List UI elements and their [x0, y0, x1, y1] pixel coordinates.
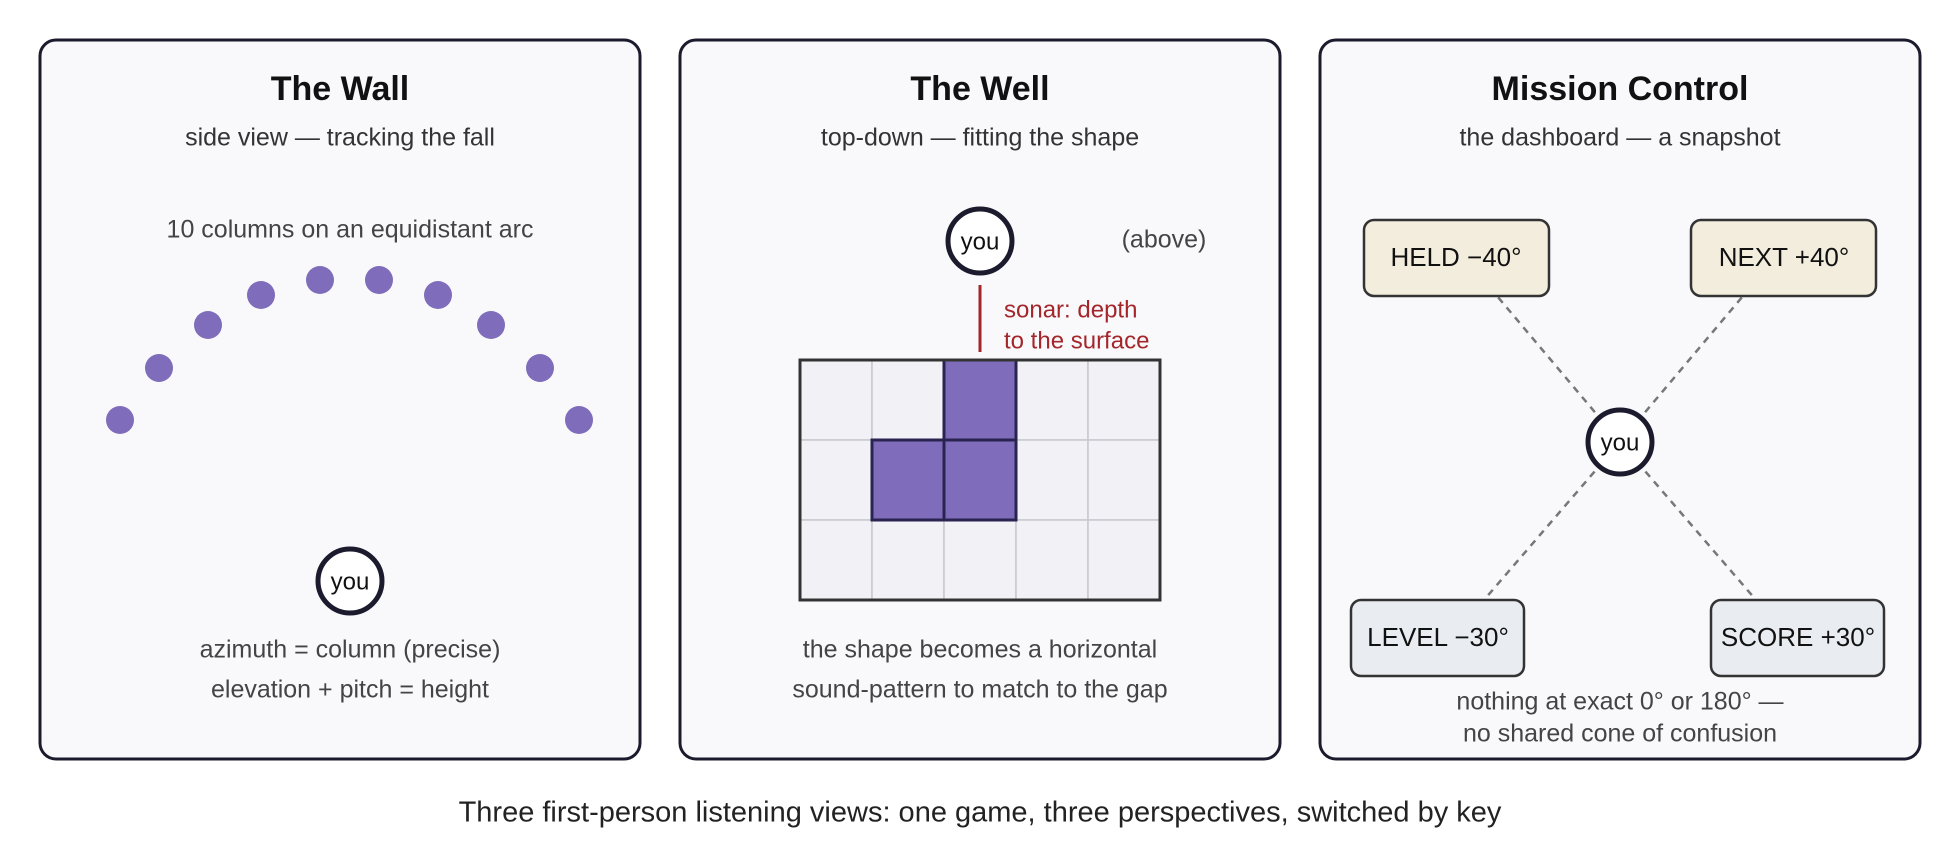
dot — [247, 281, 275, 309]
shape-cell — [942, 438, 1018, 522]
description: azimuth = column (precise) — [200, 636, 501, 664]
panel-title: The Well — [910, 70, 1049, 108]
box-label: HELD −40° — [1390, 242, 1521, 272]
grid-cell — [871, 519, 945, 601]
grid-cell — [799, 519, 873, 601]
above-label: (above) — [1122, 226, 1207, 254]
dot — [145, 354, 173, 382]
note: 10 columns on an equidistant arc — [167, 216, 534, 244]
shape-cell — [870, 438, 946, 522]
held-box — [1362, 218, 1551, 298]
panel-subtitle: the dashboard — a snapshot — [1459, 124, 1780, 152]
grid-cell — [1015, 439, 1089, 521]
dot — [477, 311, 505, 339]
score-box — [1709, 598, 1886, 678]
dot — [194, 311, 222, 339]
description: sound-pattern to match to the gap — [792, 676, 1167, 704]
grid-cell — [1087, 359, 1161, 441]
sonar-label: sonar: depth — [1004, 296, 1137, 323]
description: nothing at exact 0° or 180° — — [1456, 688, 1783, 716]
panel-title: Mission Control — [1492, 70, 1749, 108]
grid-cell — [1015, 519, 1089, 601]
grid-cell — [1087, 439, 1161, 521]
you-marker — [315, 546, 385, 616]
dot — [106, 406, 134, 434]
you-marker — [945, 206, 1015, 276]
you-label: you — [961, 228, 1000, 255]
panel-subtitle: side view — tracking the fall — [185, 124, 495, 152]
box-label: NEXT +40° — [1719, 242, 1850, 272]
dot — [424, 281, 452, 309]
grid-cell — [799, 439, 873, 521]
dot — [365, 266, 393, 294]
grid-cell — [943, 519, 1017, 601]
you-label: you — [331, 568, 370, 595]
panel — [38, 38, 642, 761]
well-grid — [799, 358, 1161, 601]
level-box — [1349, 598, 1526, 678]
box-label: LEVEL −30° — [1367, 622, 1509, 652]
you-label: you — [1601, 429, 1640, 456]
box-label: SCORE +30° — [1721, 622, 1875, 652]
description: the shape becomes a horizontal — [803, 636, 1157, 664]
description: elevation + pitch = height — [211, 676, 489, 704]
sonar-label: to the surface — [1004, 327, 1149, 354]
connector — [1619, 441, 1757, 601]
panel-subtitle: top-down — fitting the shape — [821, 124, 1139, 152]
grid-cell — [799, 359, 873, 441]
grid-cell — [1087, 519, 1161, 601]
description: no shared cone of confusion — [1463, 720, 1777, 748]
dot — [565, 406, 593, 434]
panel-title: The Wall — [271, 70, 410, 108]
dot — [306, 266, 334, 294]
arc-dots — [106, 266, 593, 434]
shape-cell — [942, 358, 1018, 442]
dot — [526, 354, 554, 382]
grid-cell — [871, 359, 945, 441]
caption: Three first-person listening views: one … — [459, 797, 1502, 829]
grid-cell — [1015, 359, 1089, 441]
next-box — [1689, 218, 1878, 298]
well-border — [798, 358, 1162, 602]
you-marker — [1585, 407, 1655, 477]
connector — [1483, 441, 1621, 601]
